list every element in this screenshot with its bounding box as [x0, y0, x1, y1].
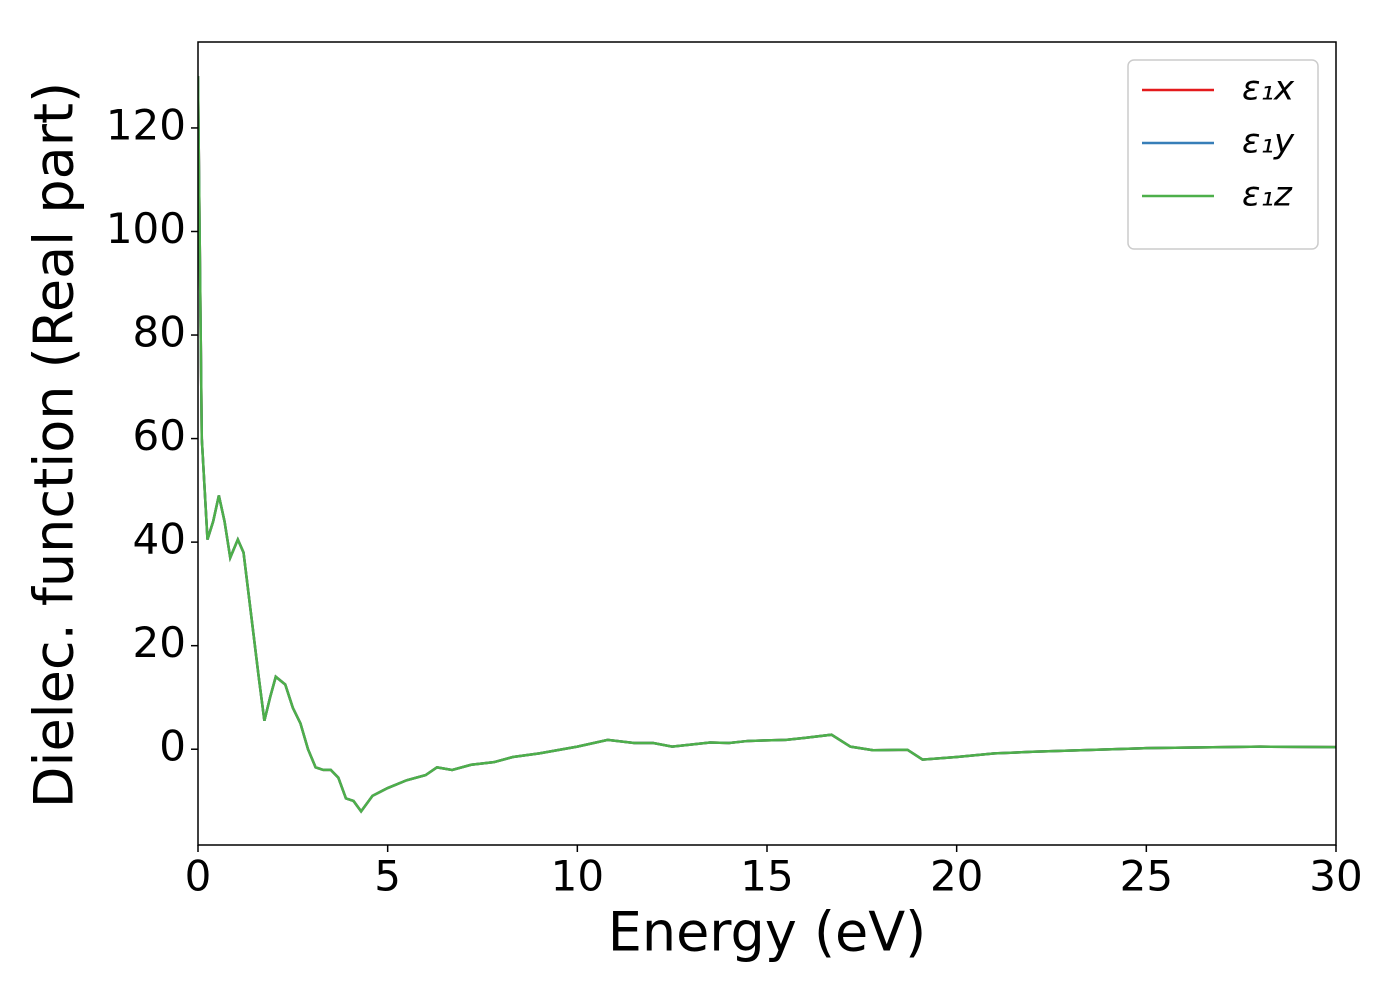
y-tick-label: 100	[106, 204, 186, 253]
x-tick-label: 20	[930, 852, 983, 901]
x-tick-label: 15	[740, 852, 793, 901]
legend-box	[1127, 59, 1319, 250]
x-tick-label: 25	[1120, 852, 1173, 901]
y-tick-label: 20	[133, 618, 186, 667]
legend-label: ε₁x	[1242, 69, 1295, 109]
y-axis-label: Dielec. function (Real part)	[23, 82, 86, 808]
x-tick-label: 10	[551, 852, 604, 901]
plot-frame	[197, 41, 1337, 846]
legend-label: ε₁z	[1242, 175, 1293, 215]
legend: ε₁x ε₁y ε₁z	[1127, 59, 1319, 250]
x-tick-label: 0	[185, 852, 212, 901]
series-line	[198, 76, 1336, 814]
y-tick-label: 0	[159, 722, 186, 771]
x-tick-label: 5	[374, 852, 401, 901]
y-tick-label: 120	[106, 100, 186, 149]
y-tick-label: 80	[133, 308, 186, 357]
y-tick-label: 40	[133, 515, 186, 564]
y-tick-label: 60	[133, 411, 186, 460]
x-tick-label: 30	[1309, 852, 1362, 901]
legend-label: ε₁y	[1242, 122, 1295, 162]
x-axis-label: Energy (eV)	[608, 901, 927, 964]
